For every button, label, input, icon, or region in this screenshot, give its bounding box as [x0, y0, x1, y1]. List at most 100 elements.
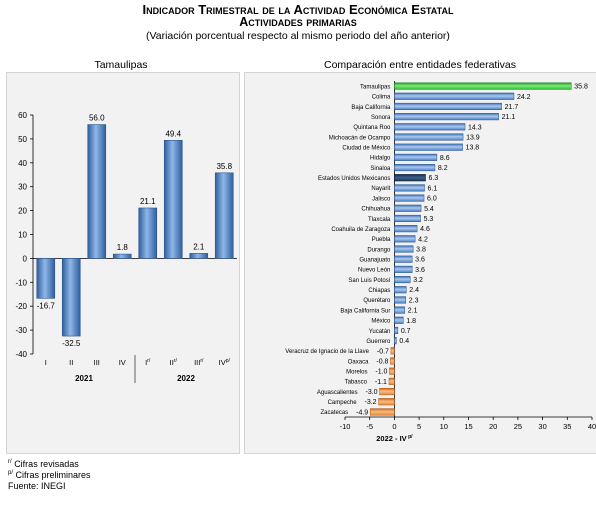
state-bar: [369, 408, 395, 416]
y-tick-label: 30: [18, 183, 27, 192]
bar-value-label: 21.7: [505, 104, 519, 111]
state-bar: [394, 286, 407, 294]
state-bar: [394, 265, 413, 273]
bar-value-label: -0.7: [377, 348, 389, 355]
state-bar: [390, 347, 395, 355]
bar-value-label: 2.3: [409, 297, 419, 304]
category-label: Ciudad de México: [342, 145, 391, 151]
bar-value-label: 21.1: [140, 197, 156, 206]
category-label: México: [371, 319, 391, 325]
state-bar: [394, 163, 436, 172]
bar-value-label: 2.4: [409, 287, 419, 294]
state-bar: [394, 143, 463, 151]
category-label: Guerrero: [366, 339, 391, 345]
category-label: Morelos: [346, 369, 367, 375]
bar-value-label: 6.0: [427, 196, 437, 203]
footnote-preliminary: p/ Cifras preliminares: [8, 470, 91, 480]
category-label: Colima: [372, 95, 391, 101]
category-label: Chiapas: [368, 288, 390, 294]
category-label: Puebla: [372, 237, 391, 243]
state-bar: [394, 306, 406, 314]
x-tick-label: 0: [392, 422, 396, 431]
category-label: Nuevo León: [358, 268, 390, 274]
bar-value-label: 5.4: [424, 206, 434, 213]
state-bar: [379, 387, 395, 396]
x-axis-label: 2022 - IV p/: [376, 434, 413, 443]
states-chart-panel: -10 -5 0 5 10 15 20 25 30 35 40 2022 - IV p/35.8 Tam…: [244, 72, 596, 454]
x-tick-label: II: [69, 358, 73, 367]
bar-value-label: -32.5: [62, 339, 81, 348]
category-label: Sinaloa: [370, 166, 391, 172]
bar-value-label: 56.0: [89, 114, 105, 123]
x-tick-label: 25: [514, 422, 522, 431]
category-label: Coahuila de Zaragoza: [331, 227, 391, 233]
bar-value-label: 0.4: [399, 338, 409, 345]
y-tick-label: 20: [18, 207, 27, 216]
bar-value-label: 35.8: [574, 84, 588, 91]
y-tick-label: -10: [15, 278, 27, 287]
bar: [61, 258, 81, 337]
state-bar: [394, 113, 499, 121]
bar-value-label: 3.2: [413, 277, 423, 284]
category-label: Nayarit: [371, 186, 390, 192]
y-tick-label: 0: [23, 254, 28, 263]
category-label: Tabasco: [345, 380, 368, 386]
chart-title: Indicador Trimestral de la Actividad Eco…: [142, 2, 454, 17]
right-panel-title: Comparación entre entidades federativas: [323, 59, 517, 71]
category-label: Yucatán: [369, 329, 391, 335]
group-label: 2022: [177, 374, 195, 383]
bar-value-label: -16.7: [37, 301, 56, 310]
bar-value-label: 8.2: [438, 165, 448, 172]
state-bar: [394, 337, 397, 345]
state-bar: [394, 255, 413, 263]
category-label: Estados Unidos Mexicanos: [318, 176, 390, 182]
tamaulipas-bar-chart: -40 -30 -20 -10 0 10 20 30 40 50 60 -16.7 I -32.5 II 56…: [15, 111, 237, 383]
category-label: Tamaulipas: [360, 84, 390, 90]
x-tick-label: -10: [340, 422, 351, 431]
state-bar: [394, 133, 464, 141]
category-label: Chihuahua: [361, 207, 391, 213]
category-label: Baja California Sur: [340, 308, 390, 314]
bar-value-label: 35.8: [216, 162, 232, 171]
bar-value-label: 2.1: [408, 308, 418, 315]
bar-value-label: -1.1: [375, 379, 387, 386]
x-tick-label: 10: [440, 422, 448, 431]
state-bar: [394, 275, 411, 284]
state-bar: [394, 92, 515, 100]
state-bar: [394, 184, 425, 192]
state-bar: [389, 367, 395, 375]
bar: [36, 258, 56, 299]
bar-value-label: -1.0: [375, 369, 387, 376]
bar: [112, 253, 132, 259]
y-tick-label: 60: [18, 111, 27, 120]
y-tick-label: -40: [15, 350, 27, 359]
x-tick-label: 30: [538, 422, 546, 431]
y-tick-label: 40: [18, 159, 27, 168]
x-tick-label: -5: [366, 422, 373, 431]
state-bar: [388, 377, 395, 385]
state-bar: [394, 153, 438, 161]
states-bar-chart: -10 -5 0 5 10 15 20 25 30 35 40 2022 - IV p/35.8 Tam…: [285, 81, 596, 443]
bar-value-label: -3.2: [365, 399, 377, 406]
bar-value-label: 13.8: [466, 145, 480, 152]
category-label: Michoacán de Ocampo: [329, 135, 391, 141]
category-label: Querétaro: [363, 298, 391, 304]
category-label: Durango: [367, 247, 391, 253]
x-tick-label: 35: [563, 422, 571, 431]
state-bar: [378, 398, 395, 406]
bar-value-label: 1.8: [406, 318, 416, 325]
bar-value-label: 0.7: [401, 328, 411, 335]
state-bar: [394, 235, 416, 243]
bar-value-label: 4.6: [420, 226, 430, 233]
x-tick-label: I: [45, 358, 47, 367]
category-label: Zacatecas: [321, 410, 349, 416]
bar-value-label: 5.3: [424, 216, 434, 223]
state-bar: [394, 214, 421, 223]
state-bar: [394, 102, 502, 111]
bar-value-label: 8.6: [440, 155, 450, 162]
state-bar: [394, 316, 404, 324]
state-bar: [394, 204, 422, 212]
bar-value-label: 6.1: [428, 185, 438, 192]
state-bar: [394, 82, 572, 90]
bar: [163, 140, 183, 259]
